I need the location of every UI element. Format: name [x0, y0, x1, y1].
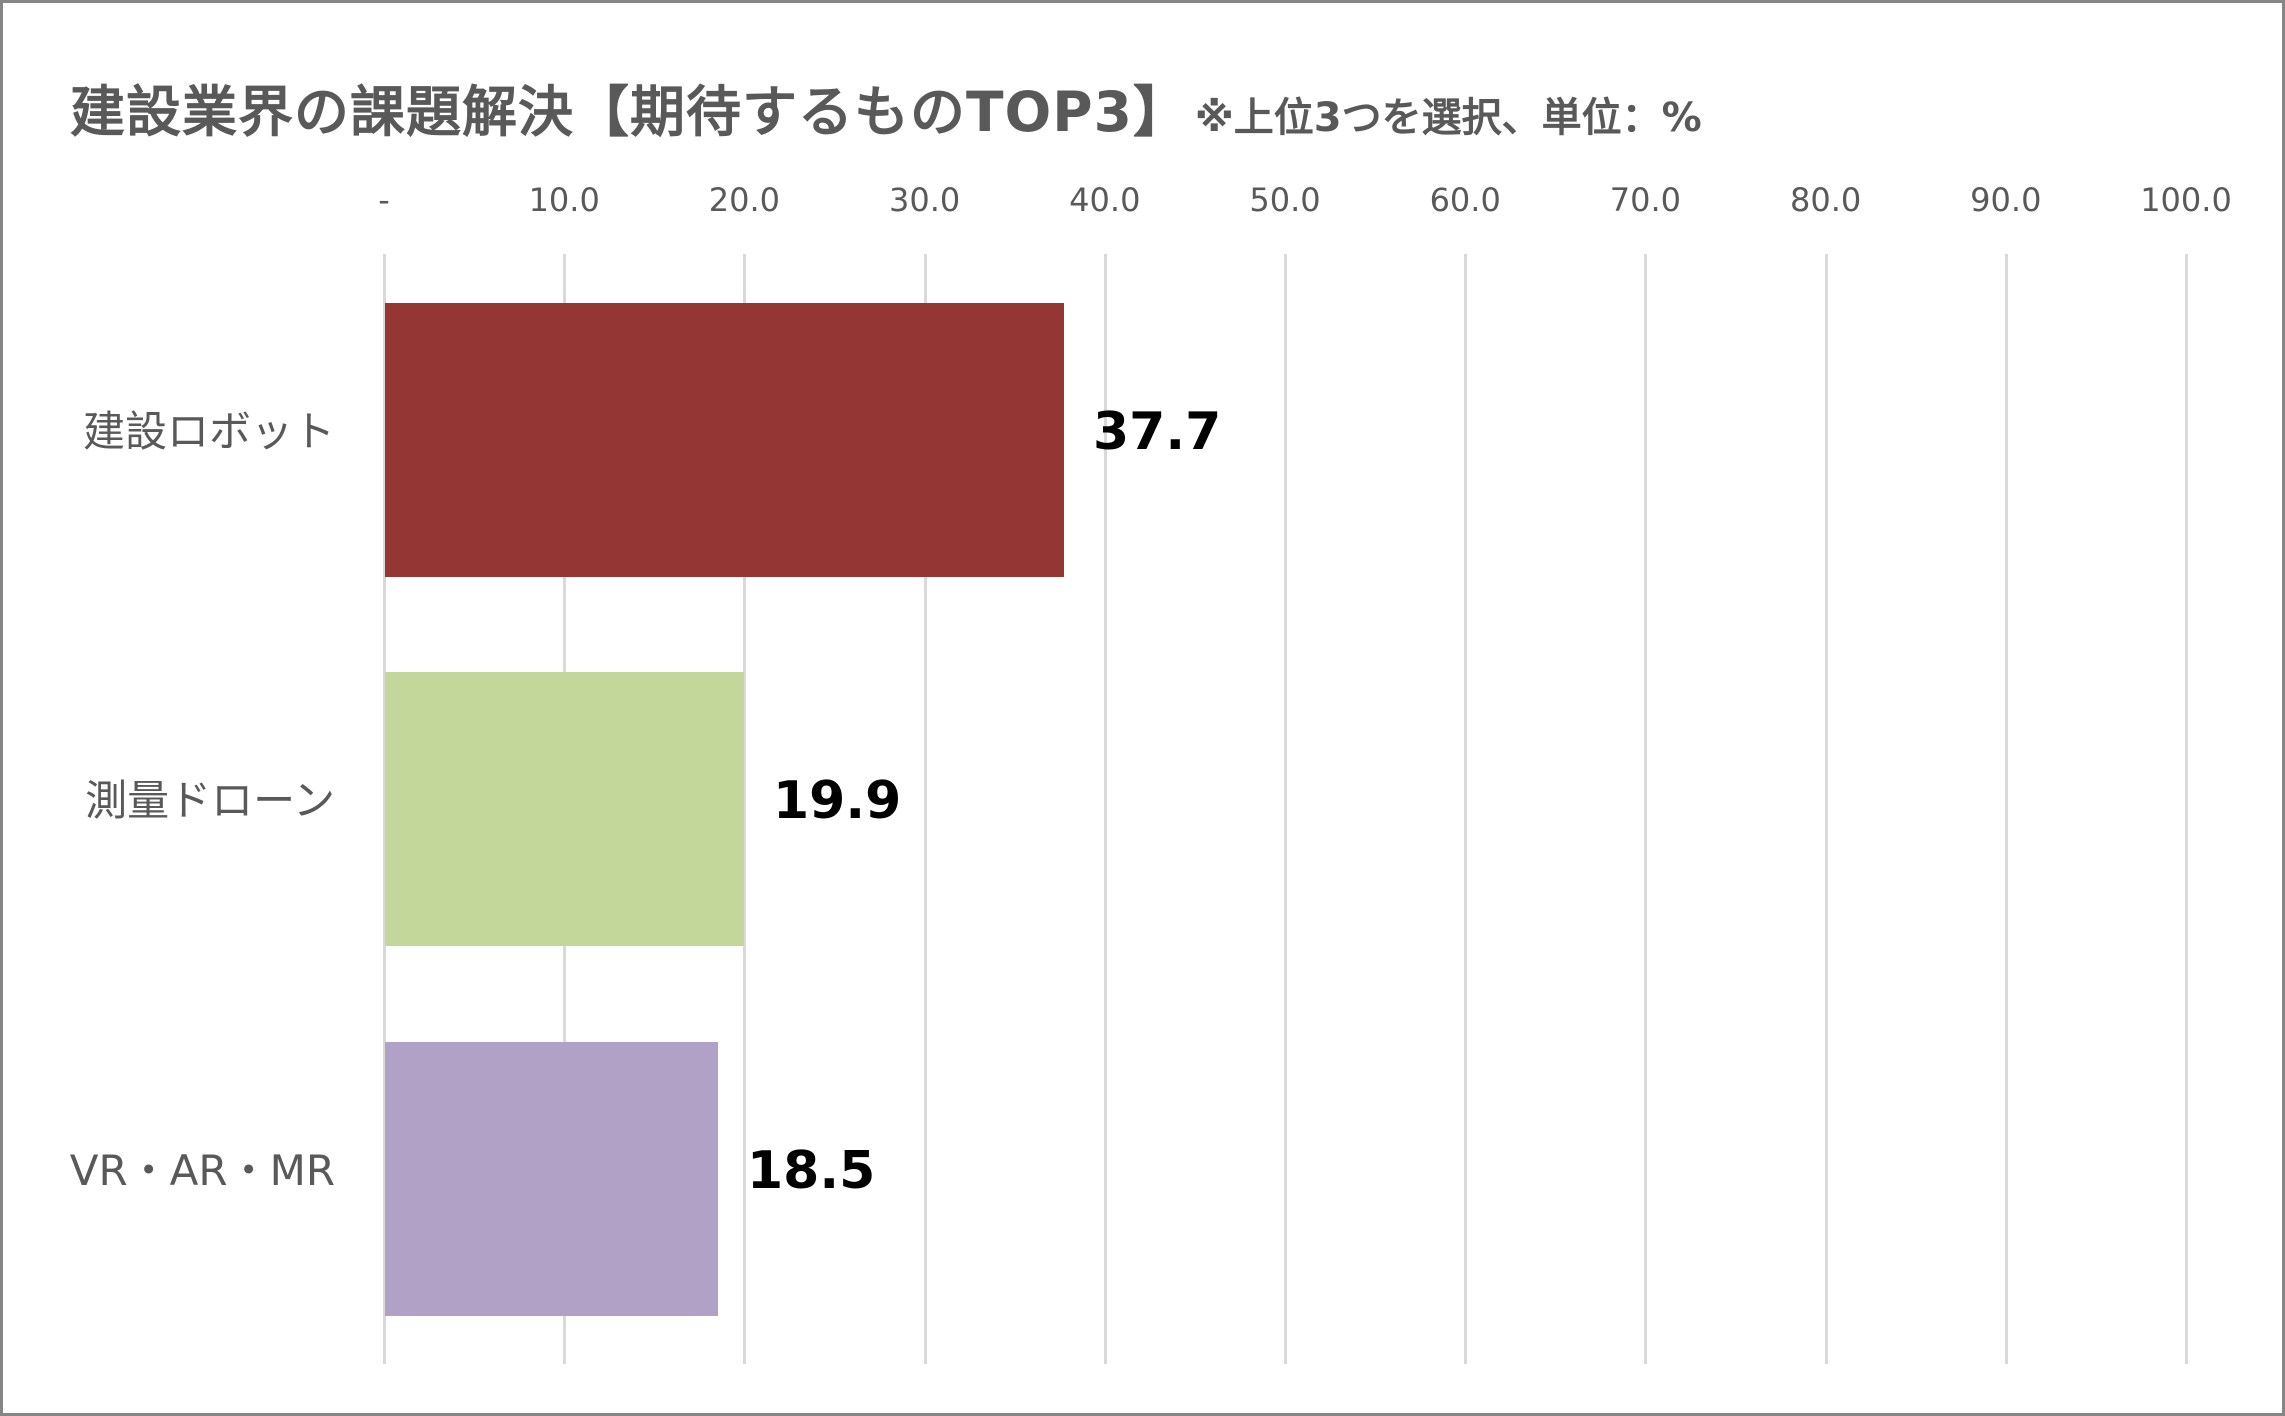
value-label: 37.7: [1093, 402, 1222, 462]
gridline: [2185, 254, 2188, 1364]
x-tick-label: 60.0: [1429, 181, 1501, 219]
chart-title-note: ※上位3つを選択、単位：%: [1194, 95, 1702, 141]
gridline: [2004, 254, 2008, 1364]
x-tick-label: 70.0: [1609, 181, 1682, 219]
x-tick-label: 50.0: [1249, 181, 1321, 219]
x-tick-label: 40.0: [1069, 181, 1141, 219]
category-label: 建設ロボット: [82, 407, 335, 456]
gridline: [1824, 254, 1828, 1364]
gridline: [1103, 254, 1107, 1364]
gridline: [1284, 254, 1287, 1364]
gridline: [743, 254, 747, 1364]
x-tick-label: 20.0: [708, 181, 781, 219]
gridline: [383, 254, 386, 1364]
x-tick-label: 90.0: [1970, 181, 2042, 219]
x-tick-label: 80.0: [1789, 181, 1862, 219]
bar: [385, 1042, 718, 1316]
value-label: 19.9: [773, 771, 902, 831]
x-tick-label: -: [378, 181, 390, 219]
x-tick-label: 100.0: [2140, 181, 2232, 219]
category-label: VR・AR・MR: [69, 1146, 335, 1195]
gridline: [923, 254, 927, 1364]
gridline: [1464, 254, 1468, 1364]
x-tick-label: 30.0: [888, 181, 961, 219]
x-tick-label: 10.0: [528, 181, 600, 219]
value-label: 18.5: [747, 1141, 876, 1201]
chart-title: 建設業界の課題解決【期待するものTOP3】 ※上位3つを選択、単位：%: [70, 72, 1702, 158]
chart-title-main: 建設業界の課題解決【期待するものTOP3】: [70, 80, 1189, 144]
bar: [385, 303, 1064, 577]
gridline: [1644, 254, 1648, 1364]
bar: [385, 672, 744, 946]
category-label: 測量ドローン: [85, 776, 335, 825]
